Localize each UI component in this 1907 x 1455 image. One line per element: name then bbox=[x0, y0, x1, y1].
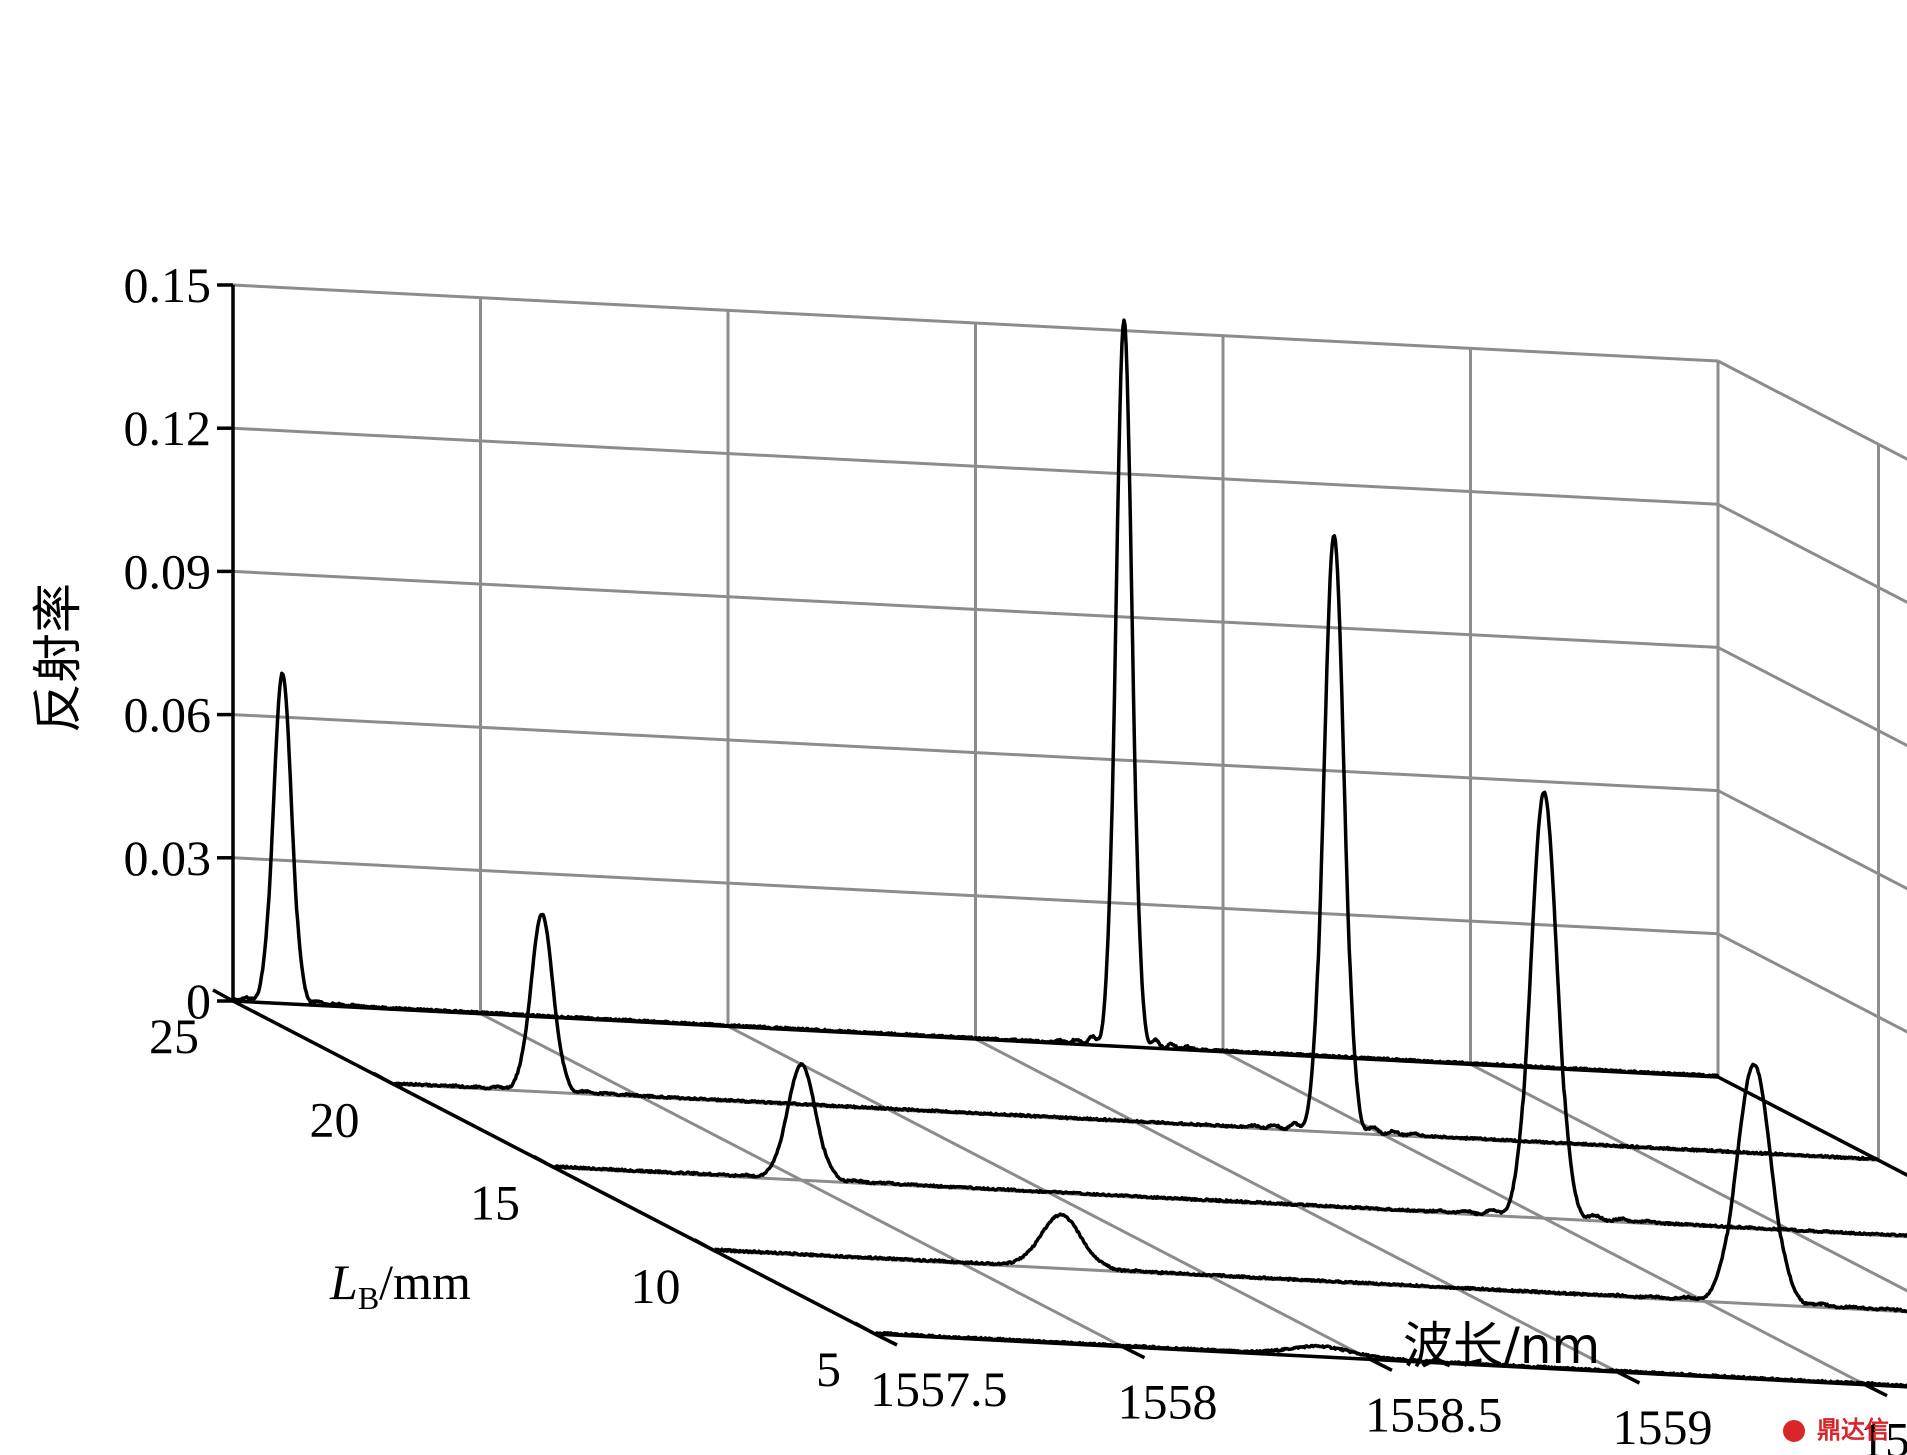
x-tick bbox=[1369, 1357, 1393, 1372]
z-tick-label: 10 bbox=[631, 1258, 681, 1314]
spectrum-line-LB-15 bbox=[552, 790, 1907, 1238]
grid-back-horizontal bbox=[232, 713, 1719, 793]
grid-layer bbox=[231, 283, 1907, 1389]
x-tick bbox=[1616, 1370, 1641, 1385]
y-tick-label: 0.09 bbox=[124, 543, 212, 599]
labels-layer: 0 0.03 0.06 0.09 0.12 0.15 5 10 15 20 25 1557.5 1558… bbox=[29, 257, 1907, 1455]
watermark: 鼎达信 bbox=[1782, 1410, 1889, 1445]
x-tick-label: 1558.5 bbox=[1365, 1386, 1503, 1442]
z-axis-title: LB/mm bbox=[329, 1254, 471, 1316]
x-tick-label: 1557.5 bbox=[870, 1361, 1008, 1417]
watermark-icon bbox=[1782, 1420, 1805, 1442]
z-tick-label: 20 bbox=[310, 1091, 360, 1147]
grid-side-horizontal bbox=[1717, 646, 1907, 748]
y-tick-label: 0.12 bbox=[124, 400, 212, 456]
watermark-text: 鼎达信 bbox=[1817, 1416, 1889, 1444]
grid-back-horizontal bbox=[232, 569, 1719, 649]
y-tick-label: 0.03 bbox=[124, 830, 212, 886]
grid-side-horizontal bbox=[1717, 932, 1907, 1034]
y-tick-label: 0.06 bbox=[124, 687, 212, 743]
x-tick-label: 1558 bbox=[1118, 1374, 1218, 1430]
curves-layer bbox=[232, 318, 1907, 1388]
z-tick-label: 15 bbox=[470, 1175, 520, 1231]
grid-side-horizontal bbox=[1717, 789, 1907, 891]
x-tick bbox=[1864, 1383, 1888, 1398]
z-tick bbox=[854, 1321, 876, 1336]
x-axis-title: 波长/nm bbox=[1403, 1317, 1600, 1375]
grid-floor-z bbox=[553, 1166, 1907, 1239]
z-tick bbox=[693, 1238, 716, 1253]
z-tick bbox=[372, 1071, 395, 1086]
grid-side-horizontal bbox=[1717, 359, 1907, 461]
grid-back-horizontal bbox=[232, 283, 1719, 363]
x-tick bbox=[1121, 1345, 1146, 1360]
z-tick bbox=[212, 988, 234, 1003]
y-tick-label: 0.15 bbox=[124, 257, 212, 313]
x-axis-back bbox=[232, 999, 1719, 1079]
x-tick-label: 1559 bbox=[1613, 1399, 1713, 1455]
grid-back-horizontal bbox=[232, 856, 1719, 936]
grid-side-horizontal bbox=[1717, 502, 1907, 604]
axes-layer bbox=[212, 283, 1907, 1398]
grid-back-horizontal bbox=[232, 426, 1719, 506]
z-tick-label: 5 bbox=[816, 1341, 841, 1397]
z-tick bbox=[533, 1154, 555, 1170]
spectrum-line-LB-10 bbox=[713, 1062, 1907, 1314]
spectrum-line-LB-20 bbox=[392, 534, 1880, 1162]
y-axis-title: 反射率 bbox=[29, 583, 87, 733]
x-axis-right-edge bbox=[1717, 1075, 1907, 1178]
y-tick-label: 0 bbox=[186, 973, 211, 1029]
x-tick bbox=[874, 1332, 898, 1347]
z-tick-label: 25 bbox=[149, 1008, 199, 1064]
x-tick-label: 1559.5 bbox=[1860, 1412, 1907, 1455]
